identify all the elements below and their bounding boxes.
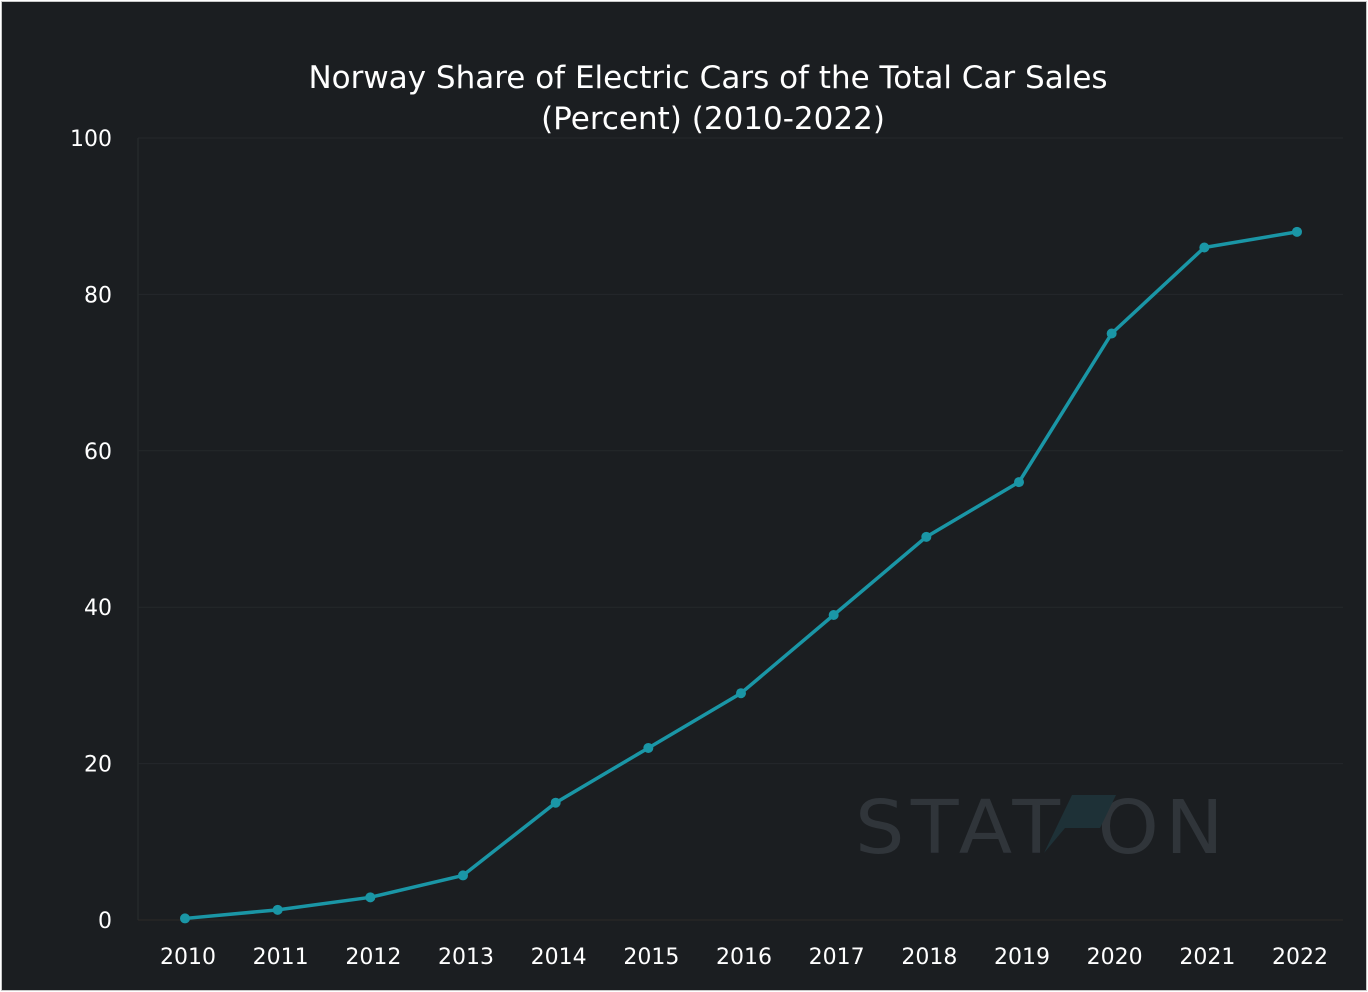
data-point — [1292, 226, 1302, 237]
chart-subtitle: (Percent) (2010-2022) — [541, 101, 885, 137]
chart-title: Norway Share of Electric Cars of the Tot… — [308, 60, 1107, 96]
y-tick-label: 40 — [84, 596, 112, 621]
statzon-watermark: STAT ON — [855, 785, 1230, 871]
y-tick-label: 100 — [70, 127, 112, 152]
x-tick-label: 2019 — [994, 945, 1050, 970]
x-tick-label: 2014 — [531, 945, 587, 970]
x-tick-label: 2016 — [716, 945, 772, 970]
data-point — [921, 531, 932, 542]
x-tick-label: 2012 — [345, 945, 401, 970]
data-point — [458, 870, 468, 881]
y-tick-label: 20 — [84, 753, 112, 778]
data-point — [1014, 477, 1024, 488]
y-tick-label: 60 — [84, 440, 112, 465]
data-point — [643, 742, 654, 753]
y-tick-label: 0 — [98, 909, 112, 934]
x-tick-label: 2017 — [809, 945, 865, 970]
x-tick-label: 2011 — [253, 945, 309, 970]
x-tick-label: 2018 — [901, 945, 957, 970]
data-point — [828, 610, 839, 621]
x-tick-label: 2015 — [623, 945, 679, 970]
watermark-z-accent — [1044, 795, 1116, 853]
x-tick-label: 2021 — [1179, 945, 1235, 970]
data-point — [180, 913, 190, 924]
x-tick-label: 2013 — [438, 945, 494, 970]
watermark-text: STAT ON — [855, 785, 1230, 871]
data-point — [1106, 328, 1117, 339]
data-point — [736, 688, 746, 699]
data-point — [365, 892, 376, 903]
data-point — [550, 797, 561, 808]
y-tick-label: 80 — [84, 283, 112, 308]
x-tick-label: 2010 — [160, 945, 216, 970]
data-point — [1199, 242, 1210, 253]
data-point — [272, 904, 283, 915]
x-tick-label: 2020 — [1087, 945, 1143, 970]
x-tick-label: 2022 — [1272, 945, 1328, 970]
